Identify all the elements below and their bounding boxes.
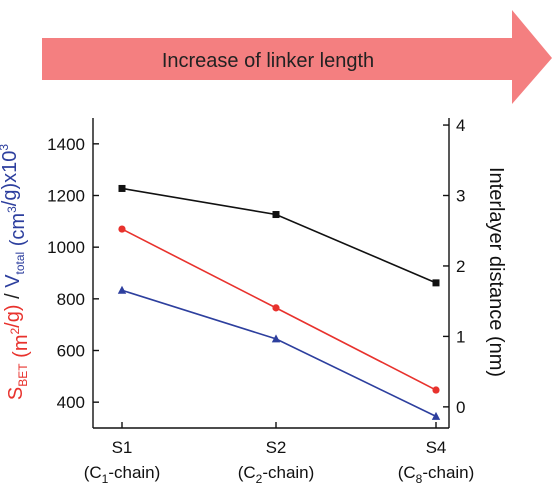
- banner-text: Increase of linker length: [162, 50, 374, 72]
- right-axis-ticks: 0 1 2 3 4: [443, 116, 465, 417]
- axes: [92, 118, 450, 429]
- data-point-0-s2: [272, 304, 280, 312]
- data-point-0-s4: [432, 386, 440, 394]
- left-axis-ticks: 400 600 800 1000 1200 1400: [47, 135, 99, 412]
- x-axis-ticks: S1 (C1-chain) S2 (C2-chain) S4 (C8-chain): [84, 422, 475, 486]
- left-tick-label: 1400: [47, 135, 85, 154]
- data-point-1-s1: [117, 285, 127, 294]
- data-point-2-s2: [272, 211, 280, 219]
- right-tick-label: 0: [456, 398, 465, 417]
- right-tick-label: 2: [456, 257, 465, 276]
- data-point-0-s1: [118, 225, 126, 233]
- data-point-2-s1: [118, 184, 126, 192]
- x-tick-label: S4: [426, 438, 447, 457]
- right-tick-label: 3: [456, 187, 465, 206]
- series-layer: [117, 184, 441, 420]
- x-tick-label: S2: [266, 438, 287, 457]
- x-tick-sublabel: (C2-chain): [238, 463, 315, 486]
- x-tick-label: S1: [112, 438, 133, 457]
- left-axis-label: SBET (m2/g) / Vtotal (cm3/g)x103: [0, 144, 32, 400]
- series-line-2: [121, 187, 437, 284]
- data-point-1-s2: [271, 334, 281, 343]
- x-tick-sublabel: (C1-chain): [84, 463, 161, 486]
- x-tick-sublabel: (C8-chain): [398, 463, 475, 486]
- right-tick-label: 1: [456, 327, 465, 346]
- left-tick-label: 600: [57, 342, 85, 361]
- left-tick-label: 400: [57, 393, 85, 412]
- left-tick-label: 1200: [47, 187, 85, 206]
- left-tick-label: 1000: [47, 238, 85, 257]
- banner-arrow: [42, 10, 552, 104]
- right-axis-label: Interlayer distance (nm): [485, 167, 507, 377]
- data-point-1-s4: [431, 411, 441, 420]
- left-tick-label: 800: [57, 290, 85, 309]
- banner: Increase of linker length: [42, 10, 552, 104]
- data-point-2-s4: [432, 279, 440, 287]
- right-tick-label: 4: [456, 116, 465, 135]
